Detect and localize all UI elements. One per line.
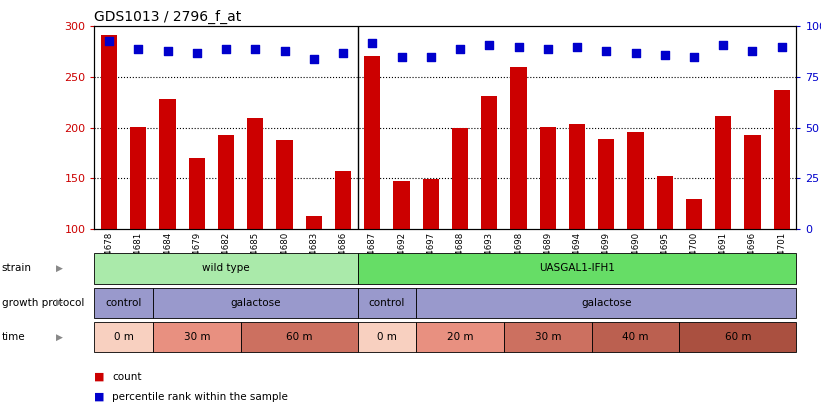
Bar [539,126,556,229]
Point [131,45,144,52]
Bar [218,134,234,229]
Text: UASGAL1-IFH1: UASGAL1-IFH1 [539,263,615,273]
Text: 20 m: 20 m [447,332,473,342]
Text: 30 m: 30 m [534,332,561,342]
Point [190,49,204,56]
Text: control: control [105,298,142,308]
Bar [715,117,732,229]
Bar [599,139,614,229]
Point [103,37,116,44]
Bar [189,158,204,229]
Point [307,55,320,62]
Bar [511,67,526,229]
Bar [773,90,790,229]
Bar [159,99,176,229]
Bar [305,215,322,229]
Bar [277,140,292,229]
Point [746,47,759,54]
Text: ■: ■ [94,372,105,382]
Bar [393,181,410,229]
Text: ■: ■ [94,392,105,402]
Text: ▶: ▶ [56,264,62,273]
Bar [481,96,498,229]
Text: percentile rank within the sample: percentile rank within the sample [112,392,288,402]
Text: wild type: wild type [202,263,250,273]
Point [599,47,612,54]
Bar [365,56,380,229]
Point [541,45,554,52]
Point [395,53,408,60]
Text: growth protocol: growth protocol [2,298,84,308]
Bar [452,128,468,229]
Point [512,43,525,50]
Text: 60 m: 60 m [286,332,313,342]
Point [453,45,466,52]
Point [249,45,262,52]
Text: galactose: galactose [581,298,631,308]
Point [365,39,378,46]
Text: galactose: galactose [230,298,281,308]
Bar [745,134,760,229]
Point [219,45,232,52]
Point [629,49,642,56]
Text: 60 m: 60 m [725,332,751,342]
Text: 0 m: 0 m [377,332,397,342]
Bar [627,132,644,229]
Point [571,43,584,50]
Bar [569,124,585,229]
Text: time: time [2,332,25,342]
Bar [247,118,264,229]
Point [337,49,350,56]
Text: count: count [112,372,142,382]
Point [278,47,291,54]
Text: control: control [369,298,405,308]
Text: GDS1013 / 2796_f_at: GDS1013 / 2796_f_at [94,10,241,24]
Point [658,51,672,58]
Text: 0 m: 0 m [114,332,134,342]
Text: 30 m: 30 m [184,332,210,342]
Bar [131,126,146,229]
Point [775,43,788,50]
Text: strain: strain [2,263,32,273]
Bar [686,199,702,229]
Text: 40 m: 40 m [622,332,649,342]
Point [161,47,174,54]
Bar [423,179,438,229]
Point [687,53,700,60]
Point [717,41,730,48]
Point [483,41,496,48]
Point [424,53,438,60]
Bar [657,176,672,229]
Bar [335,171,351,229]
Bar [101,36,117,229]
Text: ▶: ▶ [56,298,62,307]
Text: ▶: ▶ [56,333,62,342]
